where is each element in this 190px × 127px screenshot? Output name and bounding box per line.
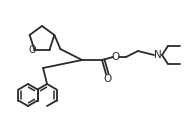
Text: O: O (28, 45, 36, 54)
Text: O: O (112, 52, 120, 62)
Text: N: N (154, 50, 162, 60)
Text: O: O (104, 74, 112, 84)
